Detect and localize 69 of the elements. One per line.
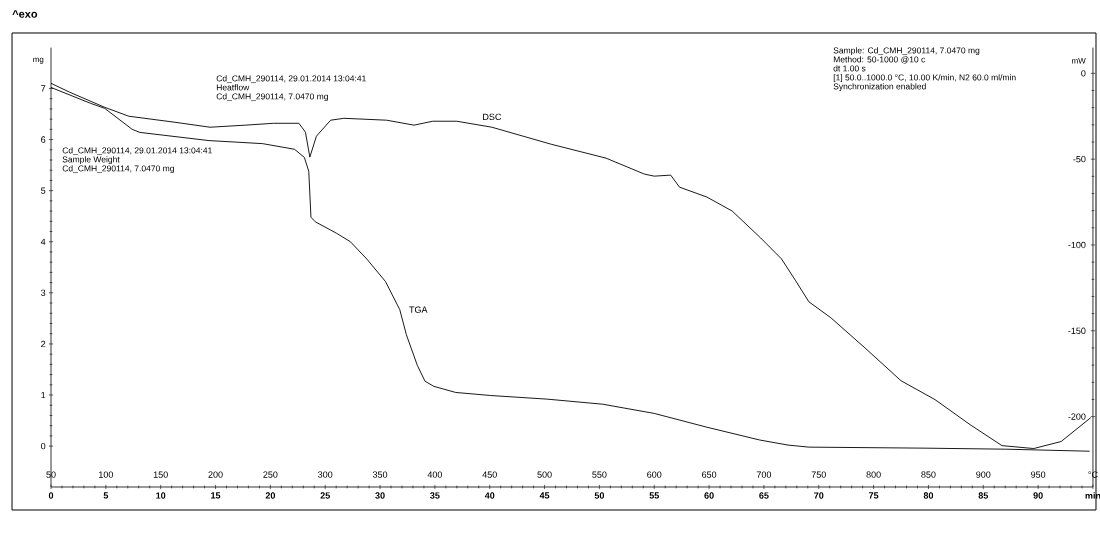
x2-tick-label: 850: [921, 471, 936, 478]
x-tick-label: 35: [430, 492, 440, 499]
y-axis-title: mg: [33, 57, 44, 64]
x2-tick-label: 50: [46, 471, 56, 478]
y2-tick-label: 0: [1081, 70, 1086, 77]
annotation: Synchronization enabled: [833, 83, 926, 92]
x2-tick-label: 550: [592, 471, 607, 478]
x2-tick-label: 500: [537, 471, 552, 478]
x-tick-label: 0: [48, 492, 54, 499]
y-tick-label: 2: [41, 340, 46, 348]
x-tick-label: 5: [103, 492, 109, 499]
x-tick-label: 15: [211, 492, 221, 499]
x2-tick-label: 350: [372, 471, 388, 478]
series-label: TGA: [409, 306, 428, 313]
x-tick-label: 90: [1033, 492, 1043, 499]
y2-tick-label: -100: [1068, 241, 1086, 249]
x-tick-label: 50: [594, 492, 605, 499]
annotation: Cd_CMH_290114, 29.01.2014 13:04:41: [216, 75, 366, 84]
y2-axis-title: mW: [1072, 58, 1086, 64]
x-tick-label: 40: [484, 492, 495, 499]
x2-tick-label: 450: [482, 471, 497, 478]
annotation: Sample Weight: [62, 156, 120, 165]
y2-tick-label: -150: [1068, 327, 1086, 334]
x-tick-label: 20: [265, 492, 276, 499]
y-tick-label: 5: [41, 187, 46, 194]
x-tick-label: 45: [539, 492, 550, 499]
x2-tick-label: 100: [99, 471, 114, 478]
y2-tick-label: -200: [1068, 413, 1086, 420]
annotation: Heatflow: [216, 84, 250, 91]
x-tick-label: 25: [320, 492, 330, 499]
x2-tick-label: 600: [647, 471, 662, 478]
text: ^exo: [12, 10, 38, 18]
x2-tick-label: 150: [153, 471, 168, 478]
x2-tick-label: 650: [702, 471, 717, 478]
series-label: DSC: [483, 113, 502, 121]
x2-tick-label: 700: [756, 471, 772, 478]
x2-tick-label: 250: [263, 471, 278, 478]
x2-tick-label: 800: [866, 471, 881, 478]
annotation: Method: 50-1000 @10 c: [833, 56, 926, 64]
y-tick-label: 6: [41, 136, 46, 143]
x-tick-label: 75: [868, 492, 879, 499]
annotation: Cd_CMH_290114, 29.01.2014 13:04:41: [62, 147, 212, 156]
x2-tick-label: 950: [1031, 471, 1046, 478]
x2-tick-label: °C: [1088, 471, 1098, 478]
x-tick-label: 80: [923, 492, 934, 499]
x-tick-label: 60: [704, 492, 714, 499]
annotation: Cd_CMH_290114, 7.0470 mg: [62, 165, 174, 174]
x2-tick-label: 400: [427, 471, 443, 478]
annotation: [1] 50.0..1000.0 °C, 10.00 K/min, N2 60.0 ml/min: [833, 74, 1016, 83]
x2-tick-label: 750: [811, 471, 826, 478]
x-tick-label: 10: [156, 492, 166, 499]
annotation: Cd_CMH_290114, 7.0470 mg: [216, 93, 328, 102]
x2-tick-label: 200: [208, 471, 223, 478]
y2-tick-label: -50: [1073, 155, 1086, 163]
y-tick-label: 1: [41, 391, 46, 399]
y-tick-label: 0: [41, 442, 46, 450]
x2-tick-label: 300: [318, 471, 333, 478]
y-tick-label: 4: [40, 238, 46, 245]
annotation: Sample: Cd_CMH_290114, 7.0470 mg: [833, 47, 980, 56]
x-tick-label: 85: [978, 492, 989, 499]
x-tick-label: 55: [649, 492, 659, 499]
x-tick-label: min: [1085, 492, 1100, 499]
y-tick-label: 3: [41, 289, 46, 297]
x-tick-label: 65: [759, 492, 769, 499]
x2-tick-label: 900: [976, 471, 991, 478]
x-tick-label: 30: [375, 492, 385, 499]
x-tick-label: 70: [814, 492, 824, 499]
y-tick-label: 7: [41, 85, 46, 92]
annotation: dt 1.00 s: [833, 65, 866, 72]
